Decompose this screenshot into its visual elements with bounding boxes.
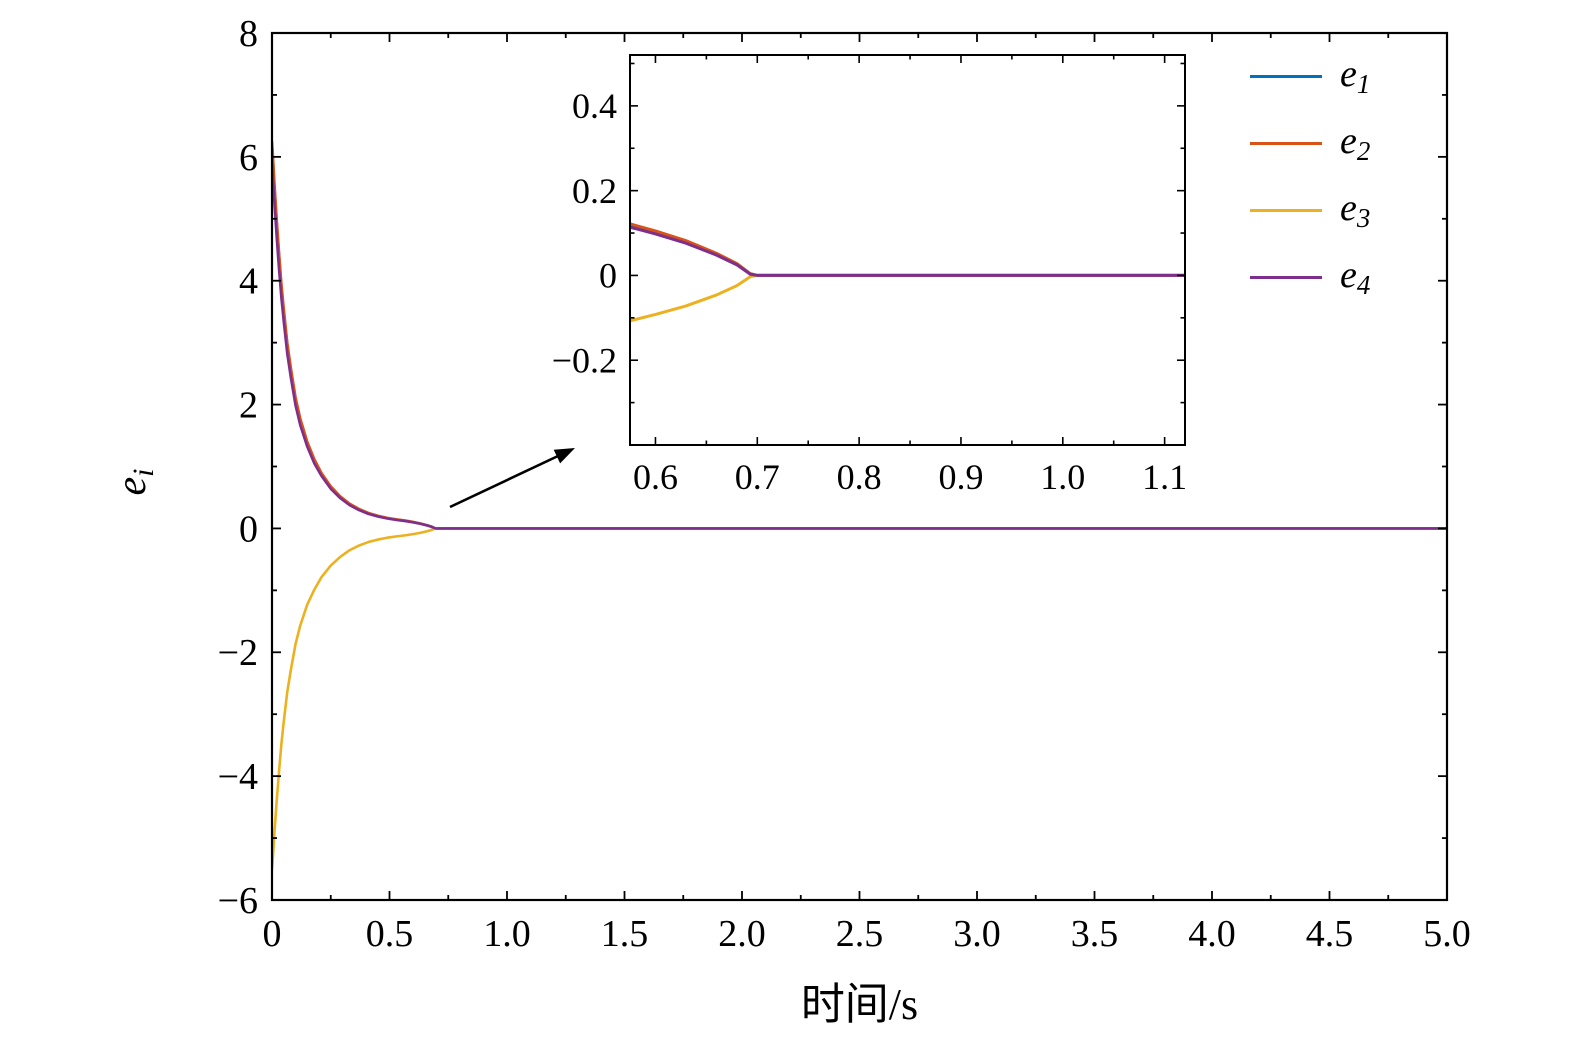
main-y-tick-label: −4 [218,756,258,798]
legend-item-e3: e3 [1250,186,1371,233]
main-x-tick-label: 1.5 [601,913,649,955]
inset-y-tick-label: 0.4 [572,86,617,126]
main-x-tick-label: 2.0 [718,913,766,955]
zoom-arrow-shaft [449,451,565,509]
legend: e1 e2 e3 e4 [1250,52,1371,324]
y-axis-label: ei [108,432,168,532]
inset-x-tick-label: 0.6 [633,457,678,497]
main-x-tick-label: 1.0 [483,913,531,955]
main-y-tick-label: 6 [239,137,258,179]
inset-y-tick-label: 0 [599,256,617,296]
main-x-tick-label: 4.0 [1188,913,1236,955]
main-series-group [272,140,1447,871]
inset-x-tick-label: 1.0 [1040,457,1085,497]
x-axis-label: 时间/s [272,968,1447,1032]
legend-label-e3: e3 [1340,186,1371,233]
main-x-tick-label: 3.5 [1071,913,1119,955]
main-y-tick-label: −2 [218,632,258,674]
legend-line-e4 [1250,275,1322,279]
inset-line-e4 [630,225,1185,277]
legend-item-e2: e2 [1250,119,1371,166]
main-x-tick-label: 0.5 [366,913,414,955]
main-x-tick-label: 5.0 [1423,913,1471,955]
main-x-tick-label: 4.5 [1306,913,1354,955]
zoom-arrow-head [553,448,575,464]
inset-y-tick-label: 0.2 [572,171,617,211]
x-axis-label-text: 时间/s [800,980,919,1029]
main-y-tick-label: −6 [218,880,258,922]
inset-axes-frame [629,54,1186,446]
y-axis-label-subscript: i [127,468,160,477]
main-y-tick-label: 0 [239,508,258,550]
inset-x-tick-label: 0.8 [837,457,882,497]
legend-label-e4: e4 [1340,253,1371,300]
main-x-tick-label: 3.0 [953,913,1001,955]
inset-x-tick-label: 1.1 [1142,457,1187,497]
main-x-tick-label: 0 [263,913,282,955]
inset-series-group [630,222,1185,323]
legend-label-e1: e1 [1340,52,1371,99]
y-axis-label-base: e [109,476,155,496]
inset-y-tick-label: −0.2 [552,340,617,380]
legend-item-e1: e1 [1250,52,1371,99]
inset-x-tick-label: 0.7 [735,457,780,497]
legend-item-e4: e4 [1250,253,1371,300]
legend-line-e1 [1250,74,1322,78]
main-y-tick-label: 2 [239,384,258,426]
main-line-e3 [272,527,1447,871]
main-x-tick-label: 2.5 [836,913,884,955]
main-y-tick-label: 4 [239,261,258,303]
main-line-e4 [272,161,1447,530]
inset-x-tick-label: 0.9 [938,457,983,497]
legend-label-e2: e2 [1340,119,1371,166]
legend-line-e3 [1250,208,1322,212]
legend-line-e2 [1250,141,1322,145]
main-y-tick-label: 8 [239,13,258,55]
